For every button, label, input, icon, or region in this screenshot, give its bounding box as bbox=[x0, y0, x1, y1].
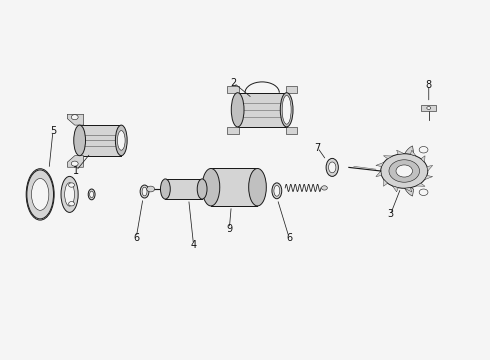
Polygon shape bbox=[416, 183, 425, 186]
Polygon shape bbox=[384, 156, 392, 159]
Text: 6: 6 bbox=[133, 233, 139, 243]
Polygon shape bbox=[396, 150, 404, 154]
Polygon shape bbox=[427, 165, 433, 171]
Polygon shape bbox=[67, 156, 83, 167]
Ellipse shape bbox=[274, 185, 280, 196]
Text: 8: 8 bbox=[426, 80, 432, 90]
Bar bbox=[211, 168, 258, 206]
Ellipse shape bbox=[329, 162, 336, 173]
Polygon shape bbox=[384, 180, 388, 186]
Ellipse shape bbox=[231, 93, 244, 127]
Bar bbox=[286, 127, 297, 134]
Circle shape bbox=[147, 186, 154, 192]
Circle shape bbox=[71, 161, 78, 166]
Circle shape bbox=[396, 165, 413, 177]
Polygon shape bbox=[392, 186, 398, 192]
Ellipse shape bbox=[140, 185, 149, 198]
Ellipse shape bbox=[272, 183, 282, 199]
Bar bbox=[166, 179, 202, 199]
Bar bbox=[79, 125, 121, 156]
Circle shape bbox=[321, 186, 327, 190]
Text: 3: 3 bbox=[388, 209, 393, 219]
Polygon shape bbox=[421, 156, 425, 162]
Polygon shape bbox=[401, 146, 414, 196]
Circle shape bbox=[71, 114, 78, 120]
Text: 6: 6 bbox=[286, 233, 292, 243]
Ellipse shape bbox=[161, 179, 171, 199]
Bar bbox=[286, 86, 297, 93]
Text: 5: 5 bbox=[50, 126, 56, 136]
Circle shape bbox=[69, 183, 74, 187]
Text: 2: 2 bbox=[231, 78, 237, 88]
Polygon shape bbox=[376, 162, 384, 167]
Text: 7: 7 bbox=[315, 143, 320, 153]
Polygon shape bbox=[425, 175, 433, 180]
Circle shape bbox=[419, 189, 428, 195]
Ellipse shape bbox=[326, 158, 339, 176]
Polygon shape bbox=[404, 188, 412, 192]
Ellipse shape bbox=[118, 131, 125, 150]
Bar bbox=[227, 127, 239, 134]
Text: 1: 1 bbox=[73, 166, 79, 176]
Ellipse shape bbox=[90, 191, 94, 198]
Text: 9: 9 bbox=[226, 224, 232, 234]
Ellipse shape bbox=[282, 95, 291, 124]
Circle shape bbox=[381, 154, 428, 188]
Circle shape bbox=[69, 202, 74, 206]
Ellipse shape bbox=[65, 183, 74, 206]
Ellipse shape bbox=[31, 179, 49, 210]
Ellipse shape bbox=[248, 168, 267, 206]
Polygon shape bbox=[410, 150, 416, 156]
Ellipse shape bbox=[280, 93, 293, 127]
Ellipse shape bbox=[202, 168, 220, 206]
Bar bbox=[421, 105, 436, 111]
Bar bbox=[227, 86, 239, 93]
Circle shape bbox=[389, 160, 419, 182]
Polygon shape bbox=[67, 114, 83, 125]
Ellipse shape bbox=[88, 189, 95, 200]
Ellipse shape bbox=[142, 187, 147, 196]
Ellipse shape bbox=[61, 176, 78, 212]
Text: 4: 4 bbox=[191, 240, 196, 250]
Ellipse shape bbox=[27, 170, 53, 219]
Ellipse shape bbox=[74, 125, 85, 156]
Bar bbox=[238, 93, 287, 127]
Circle shape bbox=[427, 107, 431, 109]
Ellipse shape bbox=[116, 125, 127, 156]
Ellipse shape bbox=[197, 179, 207, 199]
Polygon shape bbox=[376, 171, 382, 177]
Circle shape bbox=[419, 147, 428, 153]
